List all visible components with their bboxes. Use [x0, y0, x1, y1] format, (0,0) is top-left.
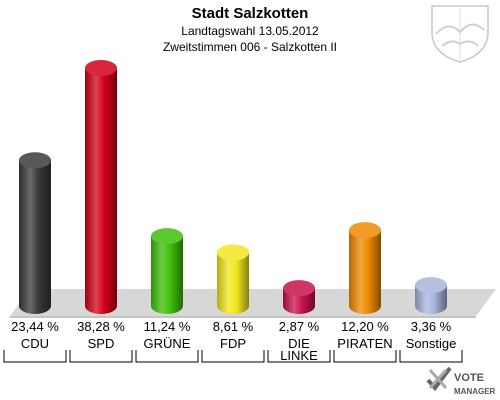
vote-manager-logo: VOTE MANAGER — [428, 368, 496, 396]
category-label: PIRATEN — [337, 336, 392, 351]
chart-subtitle-date: Landtagswahl 13.05.2012 — [181, 24, 319, 38]
logo-line-2: MANAGER — [454, 387, 496, 396]
category-bracket — [202, 350, 264, 362]
category-bracket — [136, 350, 198, 362]
bar-piraten — [349, 222, 381, 314]
bar-gr-ne — [151, 228, 183, 314]
category-label: GRÜNE — [144, 336, 191, 351]
category-bracket — [334, 350, 396, 362]
category-label: CDU — [21, 336, 49, 351]
value-label: 3,36 % — [411, 319, 452, 334]
logo-line-1: VOTE — [454, 372, 484, 384]
value-label: 11,24 % — [144, 319, 191, 334]
chart-subtitle-district: Zweitstimmen 006 - Salzkotten II — [163, 40, 337, 54]
bar-die-linke — [283, 280, 315, 314]
bar-sonstige — [415, 277, 447, 314]
value-label: 38,28 % — [77, 319, 125, 334]
category-bracket — [400, 350, 462, 362]
category-label: LINKE — [280, 348, 318, 363]
value-label: 8,61 % — [213, 319, 254, 334]
value-label: 23,44 % — [11, 319, 59, 334]
value-label: 12,20 % — [341, 319, 389, 334]
category-bracket — [4, 350, 66, 362]
coat-of-arms-icon — [432, 6, 488, 62]
value-labels-group: 23,44 % 38,28 % 11,24 % 8,61 % 2,87 % 12,20 %… — [11, 319, 452, 334]
value-label: 2,87 % — [279, 319, 320, 334]
category-brackets-group — [4, 350, 462, 362]
bar-fdp — [217, 244, 249, 314]
category-bracket — [70, 350, 132, 362]
bar-cdu — [19, 152, 51, 314]
bars-group — [19, 60, 447, 314]
category-label: Sonstige — [406, 336, 457, 351]
bar-spd — [85, 60, 117, 314]
category-label: SPD — [88, 336, 115, 351]
category-label: FDP — [220, 336, 246, 351]
chart-title: Stadt Salzkotten — [192, 5, 309, 22]
